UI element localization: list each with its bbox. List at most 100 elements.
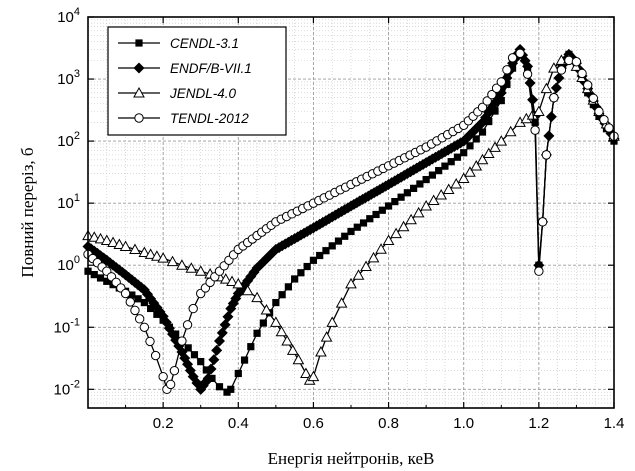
data-point [367,251,380,263]
data-point [326,316,339,327]
data-point [482,147,495,159]
legend-label: ENDF/B-VII.1 [170,61,252,76]
data-point [275,325,288,337]
data-point [530,125,540,135]
data-point [138,246,151,258]
data-point [232,277,245,289]
data-point [405,213,417,225]
x-tick-label: 0.8 [378,415,399,432]
data-point [450,177,463,189]
data-point [134,314,145,324]
data-point [549,93,559,103]
data-point [284,283,292,291]
data-point [497,96,505,105]
data-point [300,367,312,378]
data-point [604,123,614,133]
data-point [485,117,493,126]
data-point [422,175,430,184]
data-point [477,102,488,113]
axis-ticks: 0.2 0.4 0.6 0.8 1.0 1.2 1.4 10-2 10-1 100 101 102 10… [54,6,625,432]
data-point [533,105,545,116]
data-point [335,297,348,308]
data-point [507,53,518,63]
data-point [133,62,145,74]
data-point [320,331,333,342]
data-point [537,217,548,227]
data-point [184,344,192,352]
y-tick-label: 10-2 [54,378,80,398]
data-point [353,223,361,231]
data-point [208,354,220,366]
data-point [482,96,492,106]
data-point [253,329,261,337]
data-point [352,269,365,280]
data-point [219,273,232,284]
data-point [226,275,238,287]
data-point [157,252,169,263]
data-point [190,351,199,359]
data-point [241,284,254,296]
legend: CENDL-3.1 ENDF/B-VII.1 JENDL-4.0 TENDL-2012 [107,26,287,136]
data-point [88,231,101,242]
data-point [147,304,155,313]
data-point [151,250,163,261]
data-point [472,135,480,143]
data-point [140,298,148,307]
data-point [588,93,599,103]
data-point [286,344,299,355]
data-point [96,274,105,282]
series-tendl-2012 [83,48,619,395]
data-point [420,199,432,211]
data-point [247,343,255,351]
data-point [397,193,405,201]
data-point [478,128,487,136]
data-point [564,55,574,66]
x-axis-title: Енергія нейтронів, кеВ [268,449,435,468]
data-point [153,310,161,318]
data-point [166,255,179,267]
data-point [90,270,98,279]
legend-item: JENDL-4.0 [118,86,237,101]
data-point [120,288,131,299]
data-point [150,350,161,361]
legend-label: TENDL-2012 [170,111,249,126]
y-tick-label: 100 [57,254,80,274]
data-point [158,371,168,382]
data-point [548,62,560,73]
data-point [391,197,399,206]
data-point [435,188,448,200]
data-point [541,150,552,160]
data-point [260,303,273,315]
data-point [119,240,132,252]
data-point [442,183,455,194]
data-point [135,39,143,47]
data-point [125,297,135,307]
data-point [515,48,525,59]
data-point [464,166,476,177]
data-point [205,363,217,375]
data-point [476,153,489,165]
data-point [522,69,533,79]
data-point [524,77,536,89]
x-tick-label: 1.0 [453,415,474,432]
data-point [292,353,305,365]
series-jendl-4-0 [82,53,620,385]
legend-label: JENDL-4.0 [169,86,237,101]
data-point [248,266,260,278]
data-point [599,115,609,125]
data-point [403,189,411,197]
data-point [234,369,242,378]
data-point [397,220,410,232]
data-point [270,316,282,327]
data-point [182,320,193,330]
data-point [527,94,539,106]
data-point [412,206,425,218]
data-point [113,238,126,250]
y-tick-label: 102 [57,130,80,150]
data-point [272,298,280,307]
y-tick-label: 103 [57,68,80,88]
data-point [441,162,449,170]
data-point [130,305,140,316]
data-point [571,57,582,67]
data-point [372,210,380,219]
